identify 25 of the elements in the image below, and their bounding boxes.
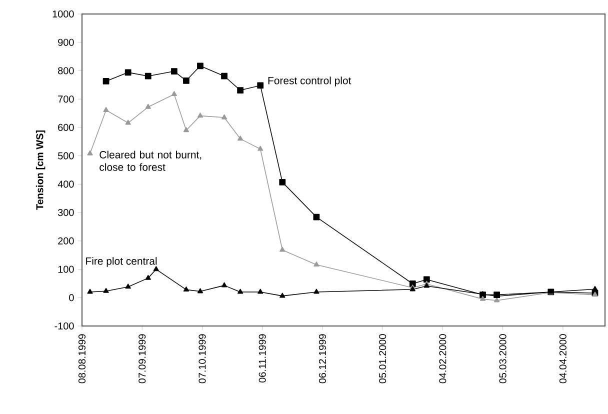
x-tick-label: 05.03.2000 — [499, 334, 506, 384]
x-tick-label: 08.08.1999 — [78, 334, 86, 384]
y-tick-label: 0 — [69, 294, 74, 302]
y-tick-label: -100 — [54, 322, 74, 330]
x-tick-label: 05.01.2000 — [379, 334, 386, 384]
y-tick-label: 100 — [58, 266, 74, 273]
y-tick-label: 200 — [58, 237, 74, 244]
y-axis-title: Tension [cm WS] — [36, 130, 46, 210]
x-tick-label: 06.12.1999 — [318, 334, 326, 384]
y-tick-label: 300 — [58, 209, 74, 216]
y-tick-label: 700 — [58, 96, 74, 103]
y-tick-label: 600 — [58, 124, 74, 131]
y-tick-label: 1000 — [52, 10, 74, 18]
series-label: Cleared but not burnt, close to forest — [100, 150, 202, 171]
series-label: Forest control plot — [268, 76, 352, 86]
y-tick-label: 800 — [58, 67, 74, 74]
x-tick-label: 07.09.1999 — [138, 334, 146, 384]
x-tick-label: 06.11.1999 — [258, 334, 266, 383]
series-label: Fire plot central — [86, 257, 157, 267]
x-tick-label: 04.02.2000 — [439, 334, 446, 384]
y-tick-label: 500 — [58, 152, 74, 160]
x-tick-label: 04.04.2000 — [559, 334, 566, 384]
y-tick-label: 900 — [58, 38, 74, 46]
y-tick-label: 400 — [58, 180, 74, 188]
x-tick-label: 07.10.1999 — [198, 334, 206, 384]
